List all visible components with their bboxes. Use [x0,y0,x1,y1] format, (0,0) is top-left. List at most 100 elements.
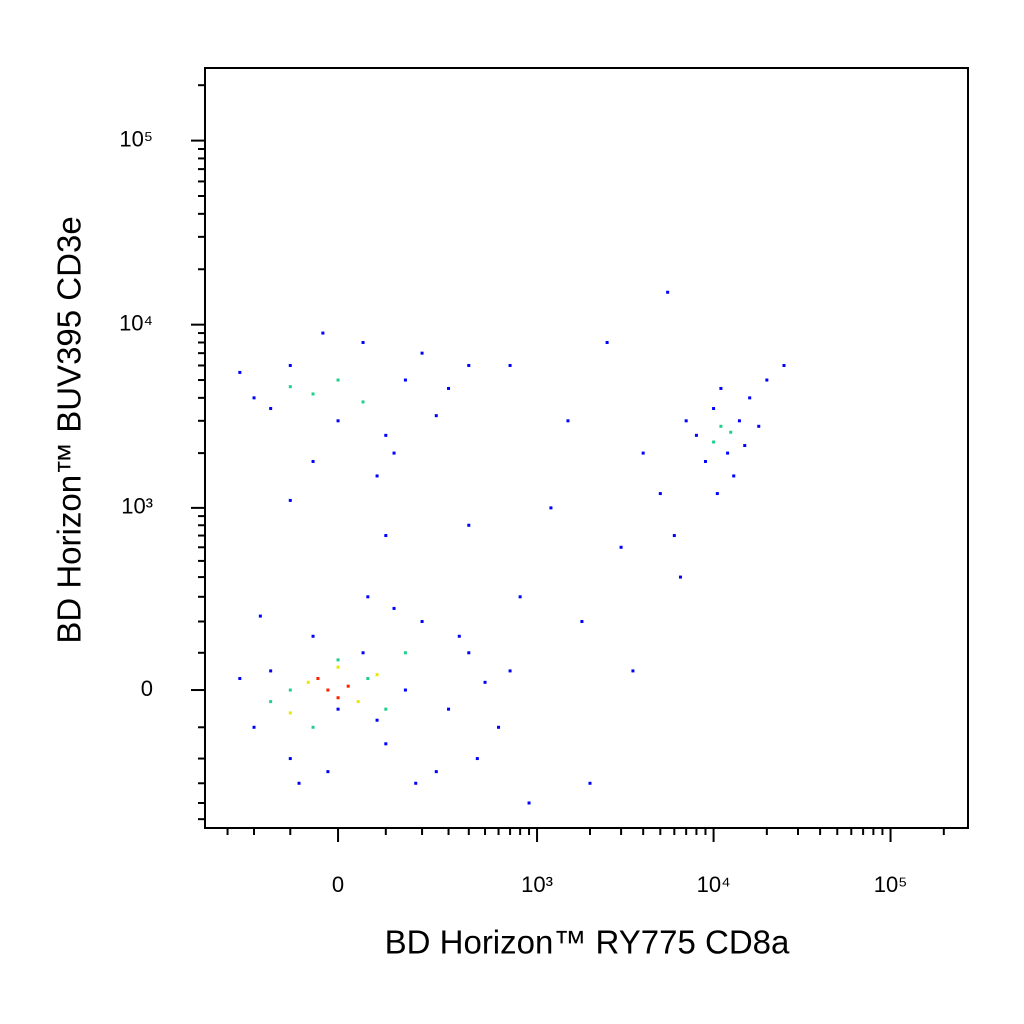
plot-frame [204,67,969,829]
data-point [467,651,471,655]
data-point [306,680,310,684]
data-point [729,430,733,434]
data-point [288,711,292,715]
data-point [392,606,396,610]
data-point [508,669,512,673]
data-point [694,433,698,437]
data-point [703,459,707,463]
data-point [336,707,340,711]
data-point [420,351,424,355]
data-point [366,676,370,680]
data-point [288,498,292,502]
data-point [566,419,570,423]
data-point [743,444,747,448]
data-point [238,676,242,680]
data-point [467,363,471,367]
x-tick-label: 10⁴ [697,872,731,897]
data-point [678,575,682,579]
data-point [375,718,379,722]
x-axis-title: BD Horizon™ RY775 CD8a [385,924,790,961]
data-point [311,634,315,638]
data-point [457,634,461,638]
data-point [726,451,730,455]
data-point [483,680,487,684]
data-point [336,658,340,662]
data-point [356,700,360,704]
x-tick-label: 0 [332,872,344,897]
data-point [757,424,761,428]
data-point [326,688,330,692]
data-point [403,378,407,382]
data-point [361,400,365,404]
data-point [782,363,786,367]
data-point [672,534,676,538]
data-point [269,700,273,704]
data-point [527,801,531,805]
data-point [269,407,273,411]
data-point [384,534,388,538]
data-point [288,757,292,761]
data-point [384,433,388,437]
data-point [311,392,315,396]
data-point [434,414,438,418]
data-point [311,459,315,463]
data-point [252,396,256,400]
data-point [361,340,365,344]
data-point [297,781,301,785]
data-point [497,725,501,729]
data-point [288,385,292,389]
data-point [467,523,471,527]
data-point [252,725,256,729]
data-point [384,742,388,746]
data-point [475,757,479,761]
data-point [375,474,379,478]
data-point [712,440,716,444]
data-point [336,419,340,423]
data-point [580,620,584,624]
data-point [288,688,292,692]
data-point [631,669,635,673]
data-point [518,595,522,599]
data-point [288,363,292,367]
data-point [361,651,365,655]
data-point [508,363,512,367]
data-point [269,669,273,673]
data-point [375,673,379,677]
data-point [336,696,340,700]
data-point [336,665,340,669]
data-point [619,545,623,549]
x-tick-label: 10⁵ [874,872,908,897]
y-tick-label: 10⁵ [119,126,153,151]
y-tick-label: 0 [141,676,153,701]
data-point [748,396,752,400]
data-point [258,614,262,618]
data-point [238,370,242,374]
data-point [641,451,645,455]
data-point [403,688,407,692]
data-point [765,378,769,382]
data-point [311,725,315,729]
data-point [588,781,592,785]
data-point [666,290,670,294]
data-point [447,386,451,390]
data-point [434,770,438,774]
data-point [737,419,741,423]
data-point [321,331,325,335]
data-point [384,707,388,711]
data-point [403,651,407,655]
y-axis-title: BD Horizon™ BUV395 CD3e [51,216,88,643]
data-point [719,424,723,428]
data-point [346,684,350,688]
data-point [326,770,330,774]
data-point [316,676,320,680]
data-point [414,781,418,785]
data-point [366,595,370,599]
y-tick-label: 10³ [121,494,153,519]
data-point [549,506,553,510]
data-point [392,451,396,455]
data-point [658,492,662,496]
data-point [715,492,719,496]
x-tick-label: 10³ [521,872,553,897]
data-point [447,707,451,711]
